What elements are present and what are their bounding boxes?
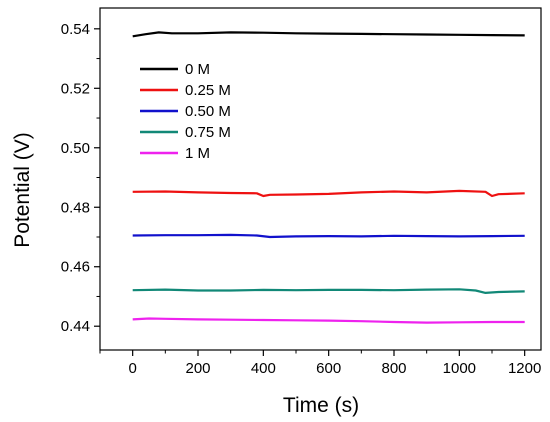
series-line-2 [132,233,525,239]
series-line-4 [132,317,525,324]
x-tick-label: 800 [381,360,406,377]
x-tick-label: 400 [251,360,276,377]
x-axis-label: Time (s) [283,394,359,417]
legend-label: 1 M [185,145,210,162]
legend-label: 0.75 M [185,124,231,141]
series-line-0 [132,31,525,38]
y-tick-label: 0.52 [61,80,90,97]
plot-frame [99,7,542,351]
y-tick-label: 0.50 [61,140,90,157]
x-tick-label: 600 [316,360,341,377]
legend-label: 0.50 M [185,103,231,120]
legend-label: 0 M [185,61,210,78]
series-line-3 [132,288,525,294]
x-tick-label: 1000 [443,360,476,377]
y-tick-label: 0.48 [61,199,90,216]
y-tick-label: 0.54 [61,21,90,38]
series-line-1 [132,189,525,198]
legend-label: 0.25 M [185,82,231,99]
y-tick-label: 0.44 [61,318,90,335]
series-lines [132,31,525,324]
axes: 0 200 400 600 800 1000 1200 0.44 0.46 0.48 0.50 0.5… [61,7,542,377]
y-axis-label: Potential (V) [11,132,34,248]
x-tick-label: 1200 [508,360,541,377]
y-tick-label: 0.46 [61,259,90,276]
x-tick-label: 200 [185,360,210,377]
legend: 0 M 0.25 M 0.50 M 0.75 M 1 M [140,61,231,162]
x-tick-label: 0 [128,360,136,377]
